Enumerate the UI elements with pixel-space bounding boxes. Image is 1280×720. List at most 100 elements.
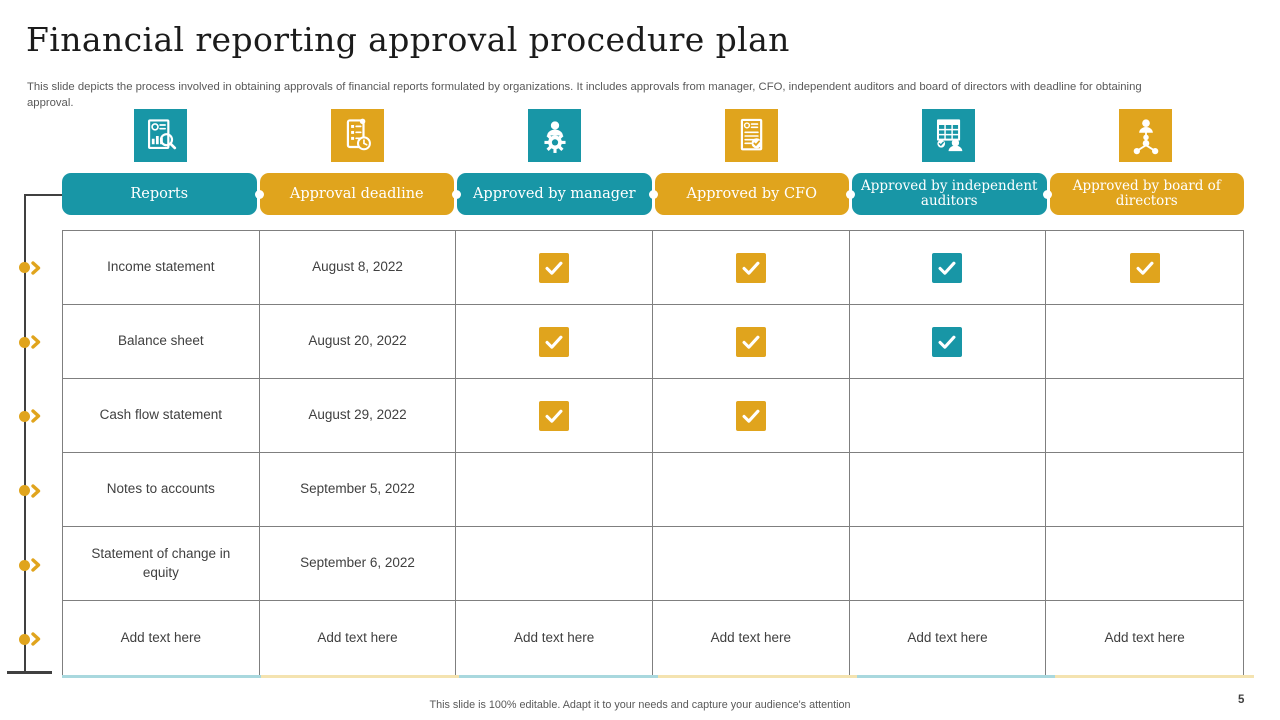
report-name-cell: Statement of change in equity	[63, 527, 260, 601]
empty-approval-cell	[849, 379, 1047, 453]
approval-cell	[849, 231, 1047, 305]
column-header-pill: Approved by CFO	[654, 173, 849, 215]
column-header-pill: Approved by manager	[457, 173, 652, 215]
table-bottom-accent	[62, 675, 1255, 678]
row-marker	[19, 260, 41, 275]
marker-chevron-icon	[31, 260, 41, 275]
empty-approval-cell	[849, 453, 1047, 527]
column-accent-strip	[459, 675, 659, 678]
auditor-spreadsheet-icon	[922, 109, 975, 162]
empty-approval-cell	[456, 527, 653, 601]
connector-vertical-line	[24, 194, 26, 672]
header-icon-cell	[456, 109, 653, 162]
checkmark-icon	[735, 252, 766, 283]
marker-dot-icon	[19, 410, 30, 422]
approval-table: Income statement August 8, 2022 Balance sh…	[62, 230, 1244, 676]
empty-approval-cell	[1046, 527, 1243, 601]
column-accent-strip	[260, 675, 460, 678]
placeholder-text-cell: Add text here	[850, 601, 1047, 675]
marker-dot-icon	[19, 559, 30, 571]
checkmark-icon	[735, 400, 766, 431]
approval-cell	[653, 231, 850, 305]
report-name-cell: Add text here	[63, 601, 260, 675]
deadline-cell: August 8, 2022	[259, 231, 457, 305]
report-name-cell: Income statement	[63, 231, 260, 305]
row-marker	[19, 558, 41, 572]
column-header-pill: Approved by independent auditors	[852, 173, 1047, 215]
empty-approval-cell	[653, 453, 850, 527]
empty-approval-cell	[849, 527, 1047, 601]
pill-junction-dot	[451, 189, 461, 199]
column-accent-strip	[856, 675, 1056, 678]
approval-cell	[456, 231, 653, 305]
board-orgchart-icon	[1119, 109, 1172, 162]
pill-junction-dot	[254, 189, 264, 199]
marker-dot-icon	[19, 262, 30, 274]
marker-dot-icon	[19, 485, 30, 497]
deadline-cell: September 6, 2022	[259, 527, 457, 601]
row-marker	[19, 409, 41, 424]
report-name-cell: Notes to accounts	[63, 453, 260, 527]
checkmark-icon	[735, 326, 766, 357]
approval-cell	[1046, 231, 1243, 305]
column-accent-strip	[62, 675, 261, 678]
checkmark-icon	[539, 252, 570, 283]
placeholder-text-cell: Add text here	[653, 601, 850, 675]
column-header-pill: Approval deadline	[259, 173, 454, 215]
footer-note: This slide is 100% editable. Adapt it to…	[429, 699, 851, 711]
column-accent-strip	[658, 675, 857, 678]
marker-chevron-icon	[31, 483, 41, 498]
approval-cell	[456, 305, 653, 379]
approval-cell	[849, 305, 1047, 379]
page-title: Financial reporting approval procedure p…	[26, 20, 790, 59]
empty-approval-cell	[1046, 305, 1243, 379]
deadline-scroll-clock-icon	[331, 109, 384, 162]
slide-description: This slide depicts the process involved …	[27, 81, 1142, 110]
placeholder-text-cell: Add text here	[456, 601, 653, 675]
column-header-pill: Approved by board of directors	[1049, 173, 1244, 215]
manager-gear-icon	[528, 109, 581, 162]
pill-junction-dot	[648, 189, 658, 199]
column-accent-strip	[1055, 675, 1255, 678]
checkmark-icon	[932, 252, 963, 283]
checkmark-icon	[539, 326, 570, 357]
column-header-pill: Reports	[62, 173, 257, 215]
header-icon-cell	[1047, 109, 1244, 162]
marker-chevron-icon	[31, 335, 41, 349]
marker-chevron-icon	[31, 409, 41, 424]
checkmark-icon	[932, 326, 963, 357]
empty-approval-cell	[456, 453, 653, 527]
header-icon-row	[62, 109, 1244, 162]
approval-cell	[456, 379, 653, 453]
marker-dot-icon	[19, 633, 30, 645]
header-icon-cell	[850, 109, 1047, 162]
connector-horizontal-line	[24, 194, 62, 196]
checkmark-icon	[539, 400, 570, 431]
row-marker	[19, 335, 41, 349]
page-number: 5	[1238, 694, 1245, 706]
empty-approval-cell	[1046, 379, 1243, 453]
deadline-cell: August 20, 2022	[259, 305, 457, 379]
connector-end-bar	[7, 671, 52, 674]
pill-junction-dot	[845, 189, 855, 199]
marker-chevron-icon	[31, 558, 41, 572]
cfo-approved-document-icon	[725, 109, 778, 162]
header-icon-cell	[259, 109, 456, 162]
header-icon-cell	[62, 109, 259, 162]
deadline-cell: August 29, 2022	[259, 379, 457, 453]
pill-junction-dot	[1042, 189, 1052, 199]
report-name-cell: Balance sheet	[63, 305, 260, 379]
deadline-cell: September 5, 2022	[259, 453, 457, 527]
report-analysis-icon	[134, 109, 187, 162]
checkmark-icon	[1129, 252, 1160, 283]
approval-cell	[653, 305, 850, 379]
report-name-cell: Cash flow statement	[63, 379, 260, 453]
deadline-cell: Add text here	[260, 601, 457, 675]
row-marker	[19, 483, 41, 498]
marker-chevron-icon	[31, 632, 41, 647]
marker-dot-icon	[19, 336, 30, 348]
empty-approval-cell	[1046, 453, 1243, 527]
row-marker	[19, 632, 41, 647]
column-header-row: Reports Approval deadline Approved by mana…	[62, 173, 1244, 215]
